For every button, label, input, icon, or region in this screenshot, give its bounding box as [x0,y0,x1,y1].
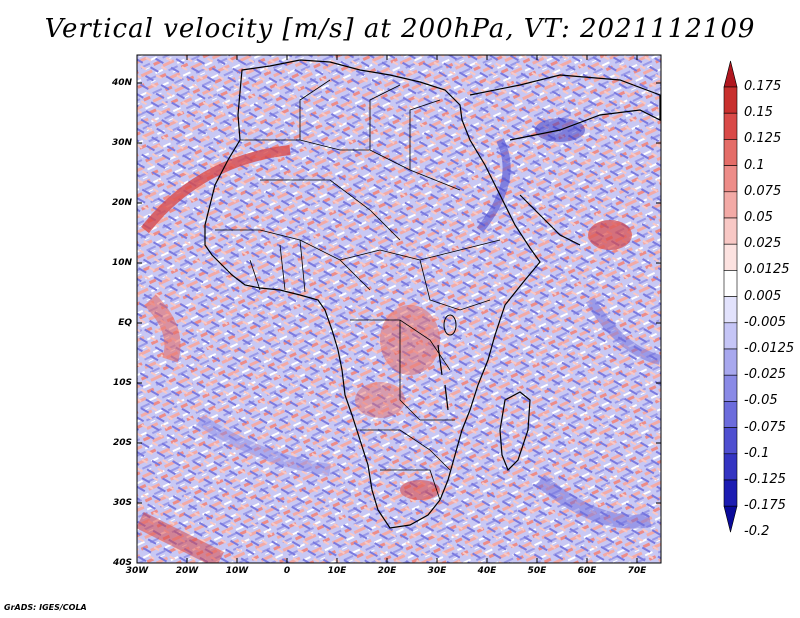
lat-label-30n: 30N [111,138,132,148]
colorbar-label: 0.05 [744,210,773,225]
colorbar-swatch [723,427,738,455]
colorbar-top-arrow [723,60,738,88]
lat-label-eq: EQ [118,318,132,328]
lat-label-30s: 30S [112,498,132,508]
lon-label-20e: 20E [377,566,397,576]
colorbar-label: -0.175 [744,498,786,514]
colorbar-swatch [723,453,738,481]
colorbar-swatch [723,139,738,166]
lat-label-40s: 40S [112,558,132,568]
lon-label-60e: 60E [577,566,597,576]
map-frame [136,54,662,564]
lon-label-0: 0 [283,566,291,576]
colorbar-bottom-arrow [723,505,738,533]
velocity-field [137,55,661,563]
lat-ticks [137,82,661,504]
colorbar-label: 0.175 [744,79,782,94]
colorbar-swatch [723,243,738,271]
lon-label-50e: 50E [527,566,547,576]
lon-label-70e: 70E [627,566,647,576]
lon-label-40e: 40E [477,566,497,576]
colorbar-swatch [723,270,738,297]
lon-label-10e: 10E [327,566,347,576]
colorbar-label: -0.075 [744,419,786,435]
lat-label-40n: 40N [111,78,132,88]
colorbar [723,60,738,533]
lon-label-30e: 30E [427,566,447,576]
colorbar-label: 0.0125 [744,262,790,278]
colorbar-swatch [723,86,738,114]
colorbar-swatch [723,112,738,140]
colorbar-label: 0.005 [744,288,782,304]
lat-label-20n: 20N [111,198,132,208]
lat-label-10s: 10S [112,378,132,388]
colorbar-label: 0.075 [744,183,782,199]
grads-credit: GrADS: IGES/COLA [4,603,87,612]
colorbar-swatch [723,191,738,219]
lon-ticks [186,55,638,563]
lat-label-20s: 20S [112,438,132,448]
colorbar-label: -0.025 [744,367,786,383]
colorbar-label: -0.0125 [744,341,795,356]
colorbar-label: -0.005 [744,314,786,330]
colorbar-label: -0.125 [744,472,786,487]
colorbar-swatch [723,322,738,350]
colorbar-swatch [723,348,738,376]
colorbar-label: 0.025 [744,236,782,252]
colorbar-swatch [723,479,738,507]
colorbar-label: 0.1 [744,157,765,173]
colorbar-label: 0.125 [744,131,782,147]
lon-label-30w: 30W [125,566,149,576]
colorbar-swatch [723,401,738,428]
colorbar-label: -0.1 [744,445,770,461]
coastlines [204,59,661,529]
colorbar-swatch [723,217,738,245]
chart-title: Vertical velocity [m/s] at 200hPa, VT: 2… [44,14,756,44]
colorbar-swatch [723,374,738,402]
country-borders [215,79,501,501]
lon-label-10w: 10W [225,566,249,576]
colorbar-swatch [723,165,738,193]
lon-label-20w: 20W [175,566,199,576]
lat-label-10n: 10N [111,258,132,268]
colorbar-label: 0.15 [744,105,773,121]
colorbar-label: -0.2 [744,524,770,540]
colorbar-label: -0.05 [744,393,778,409]
colorbar-swatch [723,296,738,324]
